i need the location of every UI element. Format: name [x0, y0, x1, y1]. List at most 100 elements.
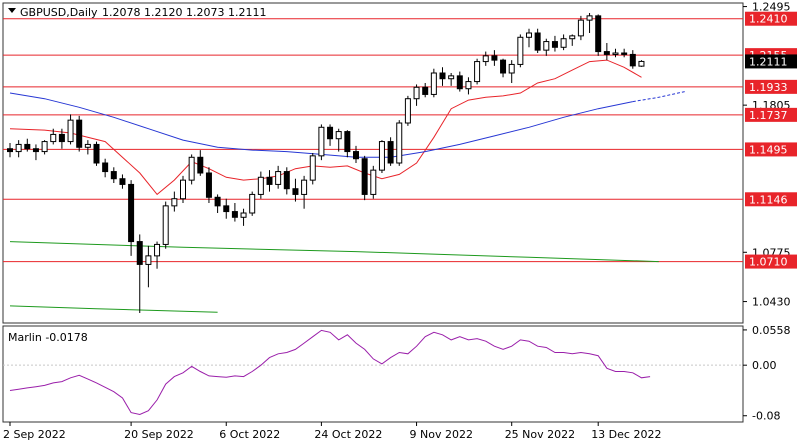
y-axis-main: 1.24951.18051.07751.04301.24101.21551.19…: [743, 1, 797, 309]
candle-body: [136, 241, 143, 265]
candle-body: [621, 52, 628, 55]
candle-body: [551, 41, 558, 48]
candle-body: [448, 75, 455, 80]
indicator-line: [632, 91, 685, 103]
candle-body: [7, 148, 13, 153]
candle-body: [67, 119, 74, 143]
candle-body: [612, 52, 619, 55]
level-label: 1.1495: [749, 143, 788, 156]
x-tick-label: 24 Oct 2022: [314, 428, 382, 441]
candle-body: [58, 133, 65, 143]
candle-body: [50, 133, 57, 143]
level-label-box: [745, 254, 797, 269]
candle-body: [188, 156, 195, 181]
candle-body: [327, 126, 334, 140]
candle-body: [231, 211, 238, 218]
y-tick-label: -0.08: [752, 410, 780, 423]
candle-body: [24, 143, 31, 150]
marlin-lines: [3, 329, 743, 416]
candle-body: [318, 126, 325, 157]
candle-body: [404, 98, 411, 124]
candle-body: [543, 41, 550, 51]
y-tick-label: 1.0430: [752, 296, 791, 309]
level-label-box: [745, 142, 797, 157]
current-price-label: 1.2111: [749, 55, 788, 68]
x-tick-label: 25 Nov 2022: [505, 428, 575, 441]
candle-body: [456, 75, 463, 90]
candle-body: [413, 86, 420, 100]
candle-body: [309, 155, 316, 181]
candle-body: [629, 53, 636, 67]
candle-body: [500, 59, 507, 74]
candle-body: [257, 176, 264, 195]
candle-body: [465, 81, 472, 90]
candle-body: [266, 176, 273, 185]
candle-body: [93, 143, 100, 164]
candle-body: [586, 15, 593, 21]
x-tick-label: 20 Sep 2022: [124, 428, 194, 441]
level-label-box: [745, 107, 797, 122]
y-tick-label: 0.0558: [752, 324, 791, 337]
candle-body: [422, 86, 429, 95]
y-tick-label: 1.2495: [752, 1, 791, 14]
candle-body: [560, 38, 567, 48]
candle-body: [378, 141, 385, 171]
candle-body: [76, 119, 83, 148]
candle-body: [353, 151, 359, 160]
indicator-title: Marlin -0.0178: [8, 331, 88, 344]
y-axis-indicator: 0.0558 0.00 -0.08: [743, 324, 791, 423]
level-label: 1.0710: [749, 256, 788, 269]
indicator-plot-frame: [2, 325, 744, 423]
candle-body: [569, 35, 576, 40]
candle-body: [430, 72, 437, 95]
indicator-line: [9, 241, 659, 263]
candle-body: [292, 188, 299, 195]
candle-body: [283, 171, 290, 190]
candles: [7, 13, 645, 313]
level-label-box: [745, 192, 797, 207]
candle-body: [603, 51, 610, 55]
candle-body: [154, 243, 161, 257]
candle-body: [344, 131, 351, 153]
candle-body: [240, 212, 247, 218]
candle-body: [595, 15, 602, 53]
main-plot-frame: [2, 2, 744, 324]
candle-body: [110, 171, 117, 180]
candle-body: [15, 143, 22, 153]
current-price-box: [745, 54, 797, 69]
candle-body: [162, 205, 169, 245]
chart-title: GBPUSD,Daily: [20, 6, 98, 19]
candle-body: [249, 193, 256, 214]
x-axis: 2 Sep 2022 20 Sep 2022 6 Oct 2022 24 Oct 20…: [3, 422, 661, 441]
candle-body: [301, 179, 308, 195]
level-label: 1.2410: [749, 13, 788, 26]
candle-body: [119, 178, 126, 185]
marlin-line: [9, 329, 651, 416]
x-tick-label: 2 Sep 2022: [3, 428, 66, 441]
candle-body: [474, 61, 481, 83]
candle-body: [361, 158, 368, 195]
candle-body: [171, 198, 178, 207]
level-label: 1.1146: [749, 193, 788, 206]
candle-body: [335, 131, 342, 140]
level-label-box: [745, 11, 797, 26]
collapse-triangle-icon[interactable]: [8, 8, 16, 13]
candle-body: [275, 171, 282, 185]
candle-body: [370, 169, 377, 195]
y-tick-label: 0.00: [752, 359, 777, 372]
candle-body: [577, 19, 584, 37]
candle-body: [205, 172, 212, 198]
candle-body: [439, 72, 446, 80]
candle-body: [534, 32, 541, 51]
indicator-line: [9, 305, 218, 313]
x-tick-label: 13 Dec 2022: [591, 428, 661, 441]
level-label-box: [745, 79, 797, 94]
x-tick-label: 9 Nov 2022: [410, 428, 473, 441]
candle-body: [482, 55, 489, 63]
candle-body: [128, 183, 135, 243]
level-lines: [3, 18, 743, 263]
candle-body: [102, 162, 109, 173]
candle-body: [145, 255, 152, 265]
candle-body: [223, 205, 230, 213]
